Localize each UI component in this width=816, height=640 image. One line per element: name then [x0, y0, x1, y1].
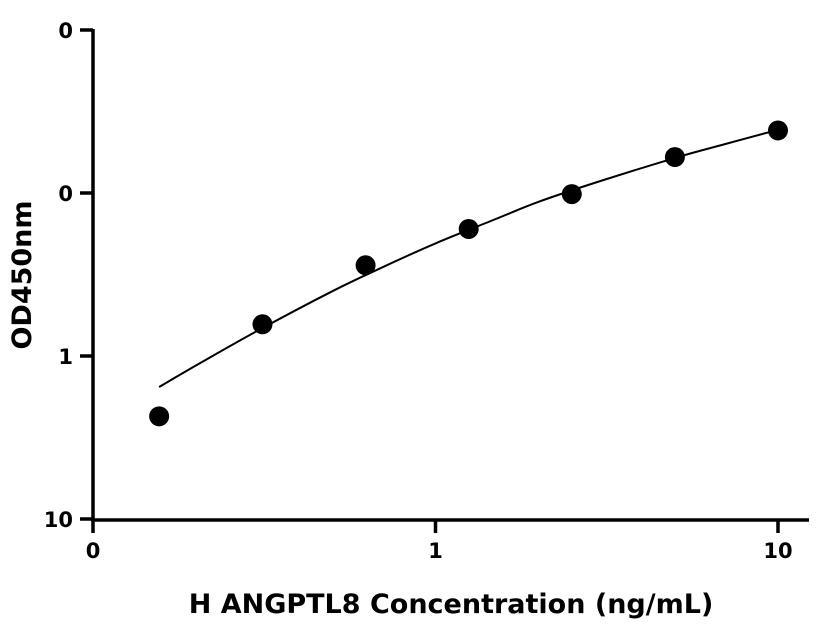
x-ticks: 0 1 10: [86, 520, 793, 563]
fit-curve: [158, 128, 779, 388]
data-point: [149, 406, 170, 427]
x-tick-label: 0: [86, 539, 101, 563]
axes: [91, 29, 809, 522]
data-point: [664, 147, 685, 168]
x-tick-label: 1: [428, 539, 443, 563]
data-point: [252, 314, 273, 335]
data-point: [458, 218, 479, 239]
x-tick-label: 10: [763, 539, 792, 563]
y-tick-label: 0: [58, 182, 73, 206]
data-points: [149, 120, 788, 427]
y-ticks: 0 0 1 10: [44, 19, 93, 532]
y-tick-label: 1: [58, 345, 73, 369]
y-tick-label: 0: [58, 19, 73, 43]
y-axis-title: OD450nm: [7, 200, 38, 349]
y-tick-label: 10: [44, 508, 73, 532]
data-point: [768, 120, 788, 141]
x-axis-title: H ANGPTL8 Concentration (ng/mL): [189, 589, 714, 620]
data-point: [561, 184, 582, 205]
data-point: [355, 255, 376, 276]
